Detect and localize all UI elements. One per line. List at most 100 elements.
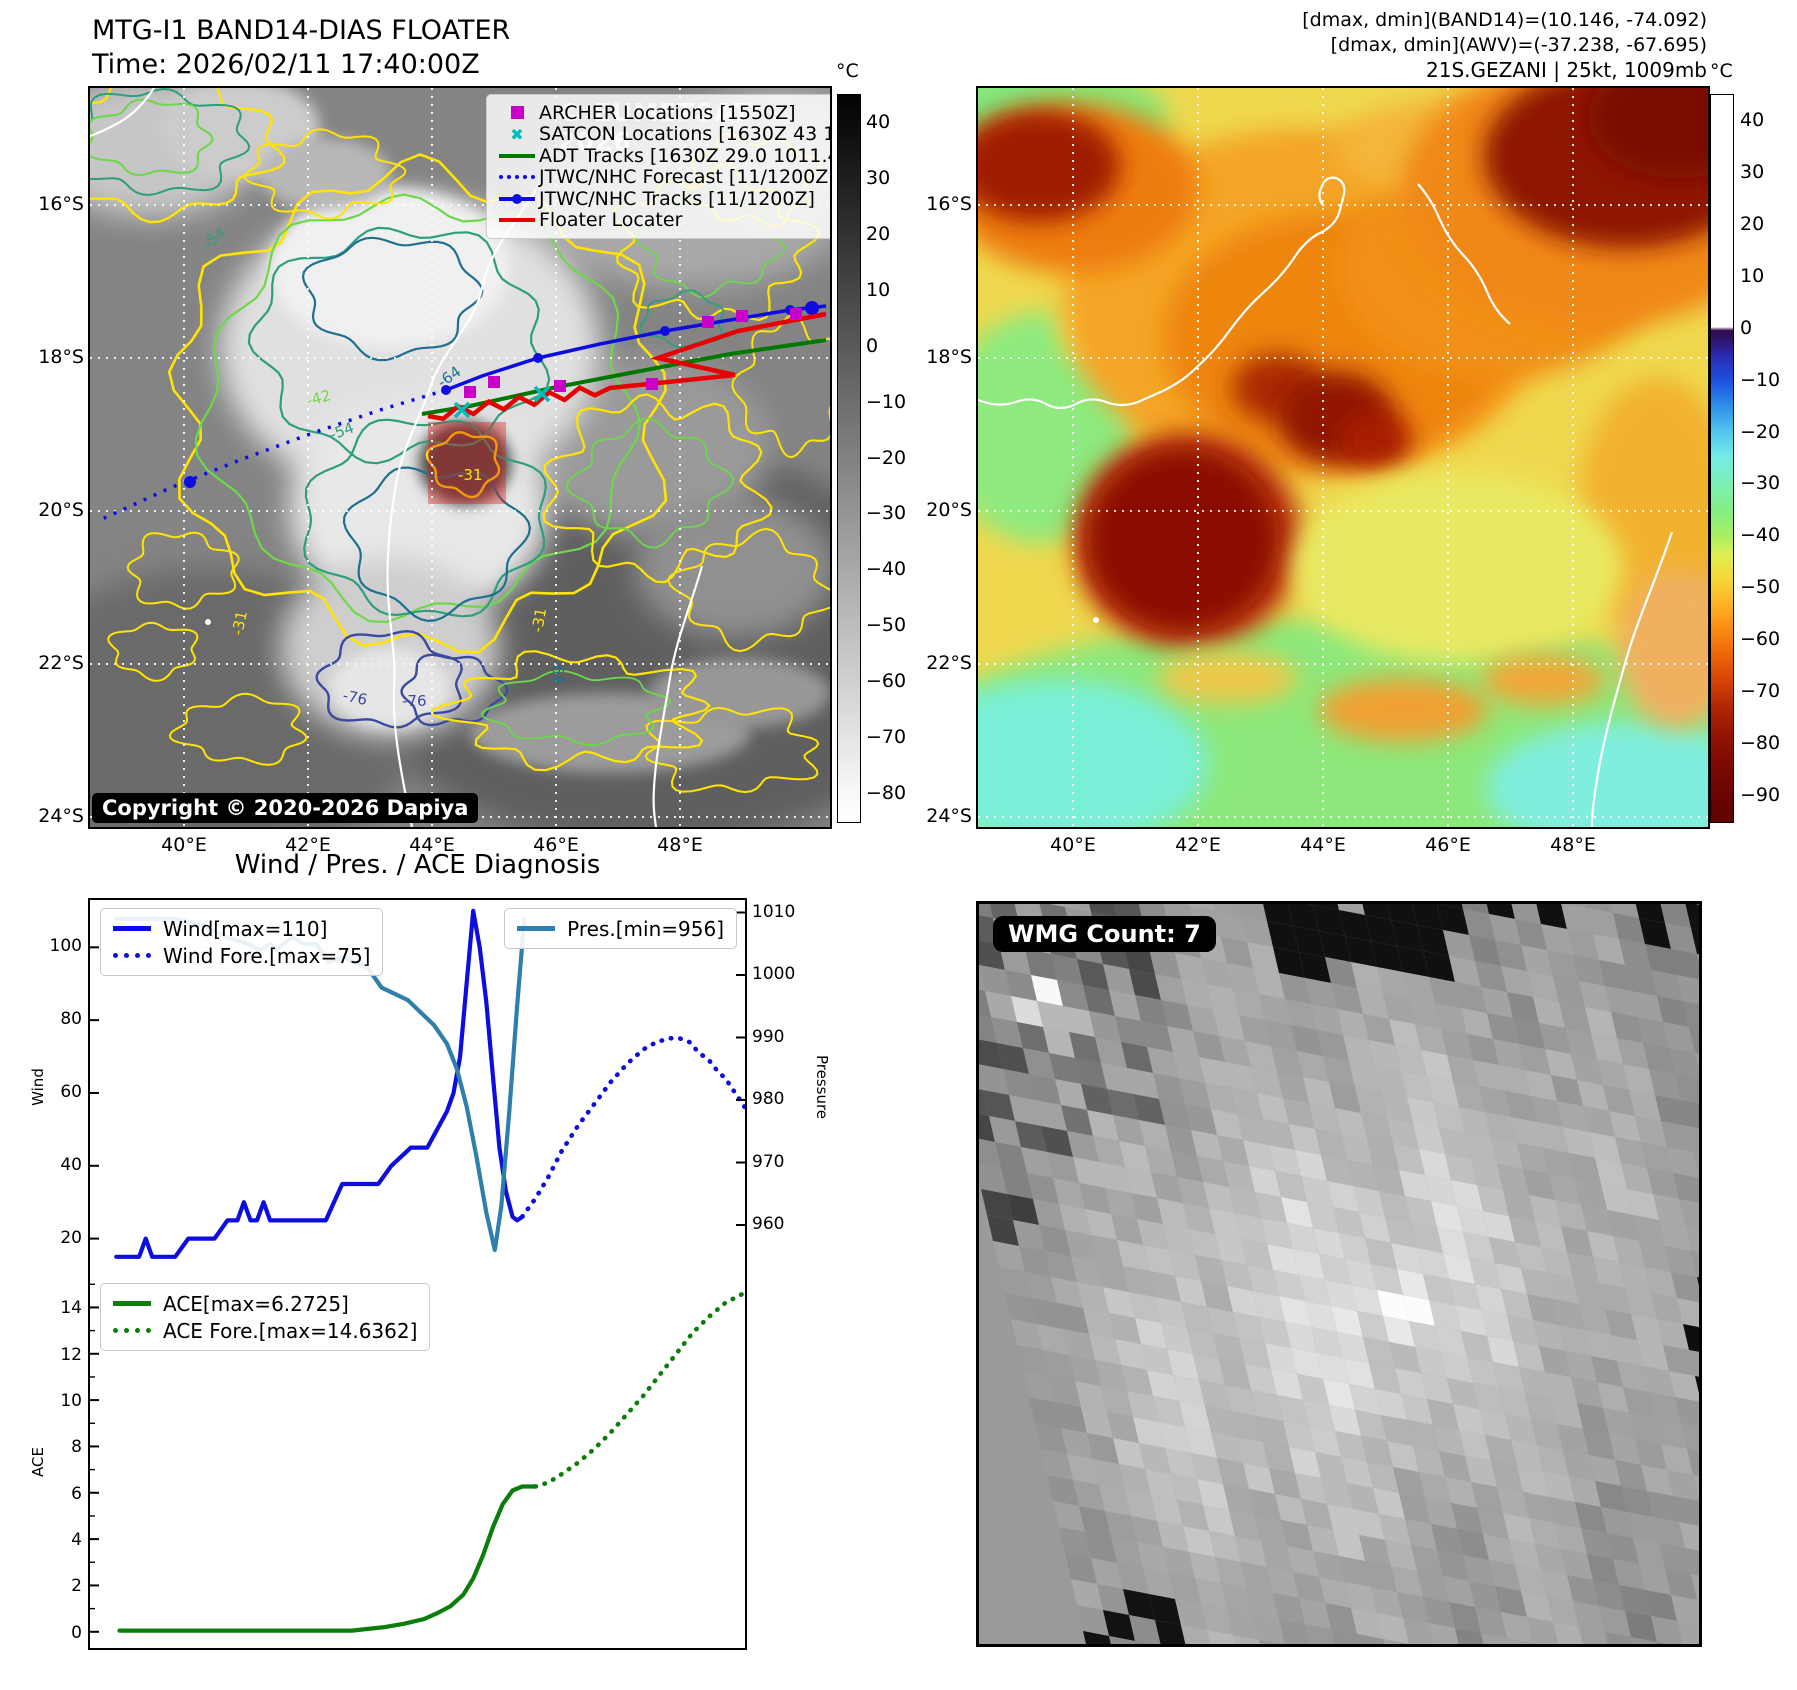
- ace-axis-label: ACE: [29, 1447, 47, 1477]
- awv-cbar-tick: 0: [1740, 316, 1753, 339]
- contour-label: -31: [528, 606, 550, 633]
- wind-solid-swatch: [113, 926, 151, 931]
- pressure-legend: Pres.[min=956]: [504, 908, 737, 949]
- wind-axis-label: Wind: [29, 1068, 47, 1106]
- contour-label: -31: [228, 609, 251, 637]
- ir-title-block: MTG-I1 BAND14-DIAS FLOATER Time: 2026/02…: [92, 14, 510, 82]
- ir-lon-label: 48°E: [657, 834, 703, 856]
- wind-pressure-chart: Wind[max=110] Wind Fore.[max=75] Pres.[m…: [88, 898, 748, 1277]
- awv-header: [dmax, dmin](BAND14)=(10.146, -74.092) […: [1095, 8, 1707, 83]
- ace-ytick-label: 10: [60, 1391, 82, 1412]
- pressure-axis-label: Pressure: [813, 1054, 831, 1120]
- ir-satellite-map: -54-42-64-64-31-31-31-76-76-54 © EUMETSA…: [88, 86, 832, 829]
- wind-ytick-label: 40: [60, 1154, 82, 1175]
- ir-cbar-tick: −80: [866, 782, 907, 805]
- awv-lat-label: 22°S: [926, 652, 972, 674]
- ace-ytick-label: 14: [60, 1298, 82, 1319]
- wmg-microwave-panel: WMG Count: 7: [976, 901, 1702, 1647]
- ace-legend: ACE[max=6.2725] ACE Fore.[max=14.6362]: [100, 1283, 431, 1351]
- ir-cbar-tick: −30: [866, 502, 907, 525]
- ace-dotted-swatch: [113, 1328, 151, 1333]
- legend-item-archer: ARCHER Locations [1550Z]: [495, 102, 830, 124]
- awv-cbar-tick: 20: [1740, 212, 1765, 235]
- awv-cbar-tick: −60: [1740, 628, 1781, 651]
- awv-cbar-tick: 30: [1740, 160, 1765, 183]
- ir-cbar-tick: −50: [866, 614, 907, 637]
- awv-header-line1: [dmax, dmin](BAND14)=(10.146, -74.092): [1302, 9, 1707, 31]
- ir-cbar-tick: 0: [866, 334, 879, 357]
- copyright-badge: Copyright © 2020-2026 Dapiya: [92, 793, 479, 823]
- archer-square-icon: [495, 106, 539, 120]
- awv-lat-label: 18°S: [926, 346, 972, 368]
- ir-colorbar: [837, 94, 861, 823]
- wind-ytick-label: 20: [60, 1227, 82, 1248]
- pressure-ytick-label: 960: [752, 1214, 785, 1234]
- wmg-pixel-image: [979, 904, 1699, 1644]
- awv-lon-label: 40°E: [1050, 834, 1096, 856]
- awv-cbar-tick: −10: [1740, 368, 1781, 391]
- jtwc-linedot-icon: [495, 193, 539, 204]
- awv-cbar-tick: −90: [1740, 784, 1781, 807]
- wind-ytick-label: 60: [60, 1081, 82, 1102]
- ir-cbar-tick: −40: [866, 558, 907, 581]
- ace-ytick-label: 0: [71, 1622, 82, 1643]
- forecast-dotted-icon: [495, 175, 539, 180]
- adt-line-icon: [495, 153, 539, 158]
- ir-cbar-tick: −20: [866, 446, 907, 469]
- wind-ytick-label: 80: [60, 1009, 82, 1030]
- awv-lat-label: 24°S: [926, 805, 972, 827]
- ir-lat-label: 22°S: [38, 652, 84, 674]
- awv-cbar-tick: −20: [1740, 420, 1781, 443]
- wind-dotted-swatch: [113, 953, 151, 958]
- awv-cbar-tick: −40: [1740, 524, 1781, 547]
- legend-item-satcon: ✖SATCON Locations [1630Z 43 1004]: [495, 123, 830, 145]
- awv-lon-label: 42°E: [1175, 834, 1221, 856]
- ir-cbar-tick: 20: [866, 222, 891, 245]
- contour-label: -42: [304, 386, 332, 410]
- awv-cbar-tick: 10: [1740, 264, 1765, 287]
- legend-item-jtwc: JTWC/NHC Tracks [11/1200Z]: [495, 188, 830, 210]
- awv-lat-label: 16°S: [926, 193, 972, 215]
- ir-lon-label: 40°E: [161, 834, 207, 856]
- pressure-ytick-label: 990: [752, 1026, 785, 1047]
- ir-time: Time: 2026/02/11 17:40:00Z: [92, 49, 480, 80]
- legend-item-forecast: JTWC/NHC Forecast [11/1200Z]: [495, 166, 830, 188]
- ace-ytick-label: 2: [71, 1576, 82, 1597]
- awv-cbar-tick: −70: [1740, 680, 1781, 703]
- awv-lon-label: 48°E: [1550, 834, 1596, 856]
- ir-lat-label: 16°S: [38, 193, 84, 215]
- awv-cbar-tick: −80: [1740, 732, 1781, 755]
- awv-lat-label: 20°S: [926, 499, 972, 521]
- ace-ytick-label: 12: [60, 1344, 82, 1365]
- awv-cbar-tick: −50: [1740, 576, 1781, 599]
- awv-satellite-map: [976, 86, 1710, 829]
- ir-cbar-tick: 40: [866, 110, 891, 133]
- ace-ytick-label: 8: [71, 1437, 82, 1458]
- ir-cbar-tick: −10: [866, 390, 907, 413]
- pressure-ytick-label: 980: [752, 1089, 785, 1109]
- ace-plot: [90, 1283, 748, 1633]
- pressure-ytick-label: 1000: [752, 964, 796, 984]
- awv-map-image: [978, 88, 1708, 827]
- contour-label: -64: [548, 659, 568, 685]
- ir-lon-label: 42°E: [285, 834, 331, 856]
- contour-label: -76: [402, 692, 427, 710]
- ir-colorbar-unit: °C: [836, 60, 859, 82]
- wmg-count-badge: WMG Count: 7: [993, 916, 1216, 952]
- diagnosis-title: Wind / Pres. / ACE Diagnosis: [234, 850, 601, 880]
- awv-lon-label: 46°E: [1425, 834, 1471, 856]
- awv-cbar-tick: 40: [1740, 108, 1765, 131]
- pressure-ytick-label: 1010: [752, 901, 796, 922]
- awv-colorbar-unit: °C: [1710, 60, 1733, 82]
- ir-lat-label: 20°S: [38, 499, 84, 521]
- wind-legend: Wind[max=110] Wind Fore.[max=75]: [100, 908, 384, 976]
- awv-header-line2: [dmax, dmin](AWV)=(-37.238, -67.695): [1330, 34, 1707, 56]
- ir-lat-label: 18°S: [38, 346, 84, 368]
- ir-lon-label: 44°E: [409, 834, 455, 856]
- awv-lon-label: 44°E: [1300, 834, 1346, 856]
- ace-ytick-label: 6: [71, 1483, 82, 1504]
- ir-cbar-tick: −70: [866, 726, 907, 749]
- ace-ytick-label: 4: [71, 1530, 82, 1551]
- map-legend: ARCHER Locations [1550Z] ✖ SATCON Locatio…: [486, 94, 830, 239]
